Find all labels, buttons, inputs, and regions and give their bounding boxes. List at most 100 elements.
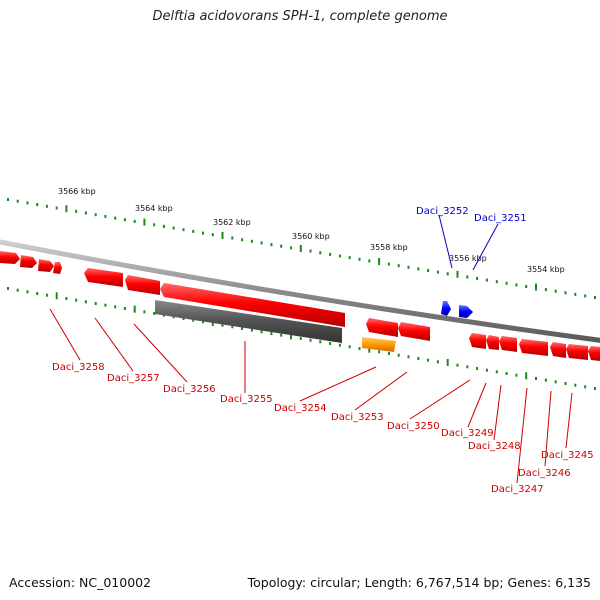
gene-feature[interactable] [53,262,62,274]
gene-label-daci-3251[interactable]: Daci_3251 [474,213,527,224]
gene-feature-daci-3251[interactable] [459,305,473,318]
pseudo-gene-feature[interactable] [155,300,342,343]
gene-feature[interactable] [38,259,54,272]
minor-tick [123,218,126,222]
scale-label-3556: 3556 kbp [449,254,487,263]
gene-label-daci-3245[interactable]: Daci_3245 [541,450,594,461]
leader-line [565,392,573,449]
gene-feature[interactable] [160,283,345,327]
minor-tick [182,228,185,232]
leader-line [409,379,471,420]
minor-tick [436,360,439,364]
minor-tick [299,337,302,340]
major-tick [525,372,528,380]
upper-scale-ticks [7,198,596,299]
rna-gene-feature[interactable] [362,337,396,352]
genome-summary-text: Topology: circular; Length: 6,767,514 bp… [247,575,591,590]
minor-tick [26,201,29,205]
minor-tick [515,283,518,287]
scale-label-3554: 3554 kbp [527,265,565,274]
gene-feature[interactable] [499,336,517,352]
gene-feature[interactable] [398,322,430,341]
gene-feature[interactable] [469,333,486,349]
minor-tick [94,213,97,217]
gene-feature-daci-3252[interactable] [441,301,451,316]
leader-line [516,387,528,484]
genome-title: Delftia acidovorans SPH-1, complete geno… [152,9,448,24]
gene-feature[interactable] [366,318,398,337]
bottom-leader-lines [49,308,573,484]
minor-tick [485,368,488,372]
scale-labels: 3566 kbp 3564 kbp 3562 kbp 3560 kbp 3558… [58,187,565,274]
minor-tick [397,264,400,268]
minor-tick [466,275,469,279]
minor-tick [270,243,273,247]
minor-tick [202,231,204,235]
minor-tick [525,285,528,288]
gene-label-daci-3254[interactable]: Daci_3254 [274,403,327,414]
minor-tick [387,262,390,266]
minor-tick [544,378,547,382]
gene-label-daci-3255[interactable]: Daci_3255 [220,394,273,405]
minor-tick [309,338,312,342]
minor-tick [407,265,410,269]
gene-label-daci-3252[interactable]: Daci_3252 [416,206,469,217]
gene-label-daci-3250[interactable]: Daci_3250 [387,421,440,432]
minor-tick [338,343,341,347]
minor-tick [427,269,430,272]
major-tick [55,292,58,300]
gene-feature[interactable] [0,251,20,264]
minor-tick [495,370,498,374]
minor-tick [231,325,234,329]
leader-line [354,371,408,411]
minor-tick [476,367,479,370]
minor-tick [280,333,283,337]
major-tick [65,205,68,213]
minor-tick [564,291,567,295]
minor-tick [564,382,567,385]
minor-tick [594,387,596,390]
minor-tick [16,199,19,203]
gene-label-daci-3248[interactable]: Daci_3248 [468,441,521,452]
gene-feature[interactable] [20,255,37,268]
minor-tick [202,320,204,324]
minor-tick [7,287,9,290]
minor-tick [544,288,547,292]
minor-tick [417,267,420,271]
minor-tick [65,297,68,300]
gene-label-daci-3256[interactable]: Daci_3256 [163,384,216,395]
minor-tick [84,211,87,215]
gene-label-daci-3258[interactable]: Daci_3258 [52,362,105,373]
gene-label-daci-3249[interactable]: Daci_3249 [441,428,494,439]
gene-label-daci-3253[interactable]: Daci_3253 [331,412,384,423]
leader-line [133,323,188,383]
minor-tick [368,259,371,263]
gene-label-daci-3246[interactable]: Daci_3246 [518,468,571,479]
minor-tick [436,270,439,274]
gene-feature[interactable] [566,344,588,360]
gene-feature[interactable] [588,346,600,361]
gene-feature[interactable] [550,342,566,358]
minor-tick [114,305,117,309]
gene-feature[interactable] [84,268,123,287]
gene-label-daci-3257[interactable]: Daci_3257 [107,373,160,384]
accession-text: Accession: NC_010002 [9,575,152,590]
minor-tick [319,251,322,255]
minor-tick [505,281,508,285]
minor-tick [290,246,292,250]
minor-tick [241,327,244,330]
major-tick [299,245,302,252]
gene-feature[interactable] [486,335,499,350]
minor-tick [123,307,126,310]
minor-tick [574,383,577,387]
gene-label-daci-3247[interactable]: Daci_3247 [491,484,544,495]
minor-tick [476,277,479,280]
minor-tick [94,302,97,305]
gene-feature[interactable] [125,275,160,295]
gene-feature[interactable] [519,339,548,356]
minor-tick [348,256,351,260]
minor-tick [446,272,449,276]
reverse-genes [84,268,600,361]
minor-tick [456,363,459,367]
